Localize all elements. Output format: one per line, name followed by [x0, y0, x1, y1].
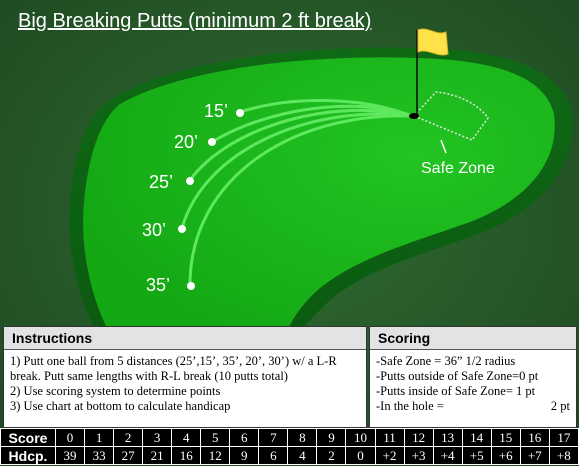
score-cell: 9	[316, 428, 347, 447]
handicap-row-header: Hdcp.	[0, 446, 56, 465]
scoring-row-label: -In the hole =	[376, 399, 444, 413]
handicap-cell: +3	[403, 446, 434, 465]
putt-path-20	[210, 104, 414, 144]
score-cell: 15	[490, 428, 521, 447]
score-cell: 12	[403, 428, 434, 447]
scoring-row: -Putts inside of Safe Zone= 1 pt	[376, 384, 570, 399]
score-cell: 4	[171, 428, 202, 447]
handicap-table: Score 0 1 2 3 4 5 6 7 8 9 10 11 12 13 14…	[0, 428, 579, 465]
scoring-row-label: -Putts outside of Safe Zone=0 pt	[376, 369, 539, 383]
score-cell: 6	[229, 428, 260, 447]
score-row-header: Score	[0, 428, 56, 447]
instructions-body: 1) Putt one ball from 5 distances (25’,1…	[4, 350, 366, 414]
ball-15	[236, 109, 244, 117]
ball-35	[187, 282, 195, 290]
safe-zone-pointer	[440, 139, 447, 154]
scoring-row-label: -Safe Zone = 36” 1/2 radius	[376, 354, 516, 368]
safe-zone-label: Safe Zone	[421, 160, 495, 177]
scoring-panel: Scoring -Safe Zone = 36” 1/2 radius -Put…	[369, 326, 577, 428]
handicap-cell: 9	[229, 446, 260, 465]
handicap-cell: +8	[548, 446, 579, 465]
score-cell: 16	[519, 428, 550, 447]
scoring-row-value: 2 pt	[550, 399, 570, 413]
distance-label-15: 15’	[204, 101, 228, 121]
handicap-cell: 33	[84, 446, 115, 465]
score-cell: 7	[258, 428, 289, 447]
handicap-cell: +5	[461, 446, 492, 465]
score-cell: 13	[432, 428, 463, 447]
ball-30	[178, 225, 186, 233]
handicap-cell: +4	[432, 446, 463, 465]
instruction-line: 3) Use chart at bottom to calculate hand…	[10, 399, 231, 413]
score-cell: 5	[200, 428, 231, 447]
score-cell: 10	[345, 428, 376, 447]
instruction-line: 1) Putt one ball from 5 distances (25’,1…	[10, 354, 337, 383]
balls	[178, 109, 244, 290]
handicap-cell: +7	[519, 446, 550, 465]
handicap-cell: +2	[374, 446, 405, 465]
distance-label-35: 35’	[146, 275, 170, 295]
scoring-header: Scoring	[370, 327, 576, 350]
handicap-cell: 21	[142, 446, 173, 465]
scoring-body: -Safe Zone = 36” 1/2 radius -Putts outsi…	[370, 350, 576, 414]
scoring-row: -In the hole = 2 pt	[376, 399, 570, 414]
score-cell: 17	[548, 428, 579, 447]
handicap-cell: +6	[490, 446, 521, 465]
ball-20	[208, 138, 216, 146]
safe-zone-outline	[412, 91, 489, 141]
handicap-cell: 39	[54, 446, 86, 465]
handicap-cell: 2	[316, 446, 347, 465]
handicap-cell: 0	[345, 446, 376, 465]
score-cell: 0	[54, 428, 86, 447]
distance-label-20: 20’	[174, 132, 198, 152]
flag	[417, 28, 449, 56]
handicap-cell: 12	[200, 446, 231, 465]
putt-path-25	[188, 108, 414, 182]
putt-paths	[180, 99, 414, 287]
hole	[409, 113, 419, 119]
scoring-row: -Safe Zone = 36” 1/2 radius	[376, 354, 570, 369]
score-cell: 11	[374, 428, 405, 447]
putt-path-35	[188, 114, 414, 287]
distance-label-30: 30’	[142, 220, 166, 240]
instructions-panel: Instructions 1) Putt one ball from 5 dis…	[3, 326, 367, 428]
handicap-cell: 4	[287, 446, 318, 465]
handicap-cell: 16	[171, 446, 202, 465]
instructions-header: Instructions	[4, 327, 366, 350]
score-cell: 1	[84, 428, 115, 447]
handicap-row: Hdcp. 39 33 27 21 16 12 9 6 4 2 0 +2 +3 …	[0, 446, 579, 465]
instruction-line: 2) Use scoring system to determine point…	[10, 384, 221, 398]
scoring-row-label: -Putts inside of Safe Zone= 1 pt	[376, 384, 536, 398]
distance-label-25: 25’	[149, 172, 173, 192]
handicap-cell: 27	[113, 446, 144, 465]
scoring-row: -Putts outside of Safe Zone=0 pt	[376, 369, 570, 384]
score-row: Score 0 1 2 3 4 5 6 7 8 9 10 11 12 13 14…	[0, 428, 579, 447]
score-cell: 8	[287, 428, 318, 447]
handicap-cell: 6	[258, 446, 289, 465]
score-cell: 2	[113, 428, 144, 447]
putt-path-30	[180, 112, 414, 230]
ball-25	[186, 177, 194, 185]
page-title: Big Breaking Putts (minimum 2 ft break)	[18, 10, 372, 32]
green-surface	[83, 57, 555, 335]
score-cell: 14	[461, 428, 492, 447]
score-cell: 3	[142, 428, 173, 447]
